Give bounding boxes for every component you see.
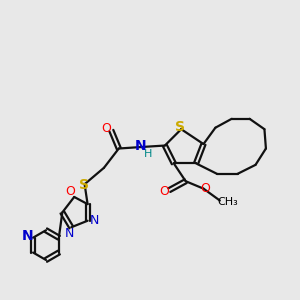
Text: O: O	[200, 182, 210, 195]
Text: N: N	[22, 229, 34, 243]
Text: N: N	[135, 139, 146, 152]
Text: N: N	[65, 227, 74, 240]
Text: N: N	[89, 214, 99, 227]
Text: O: O	[159, 185, 169, 198]
Text: S: S	[79, 178, 89, 192]
Text: S: S	[175, 120, 185, 134]
Text: CH₃: CH₃	[218, 197, 238, 207]
Text: O: O	[101, 122, 111, 135]
Text: H: H	[144, 148, 153, 159]
Text: O: O	[66, 185, 76, 198]
